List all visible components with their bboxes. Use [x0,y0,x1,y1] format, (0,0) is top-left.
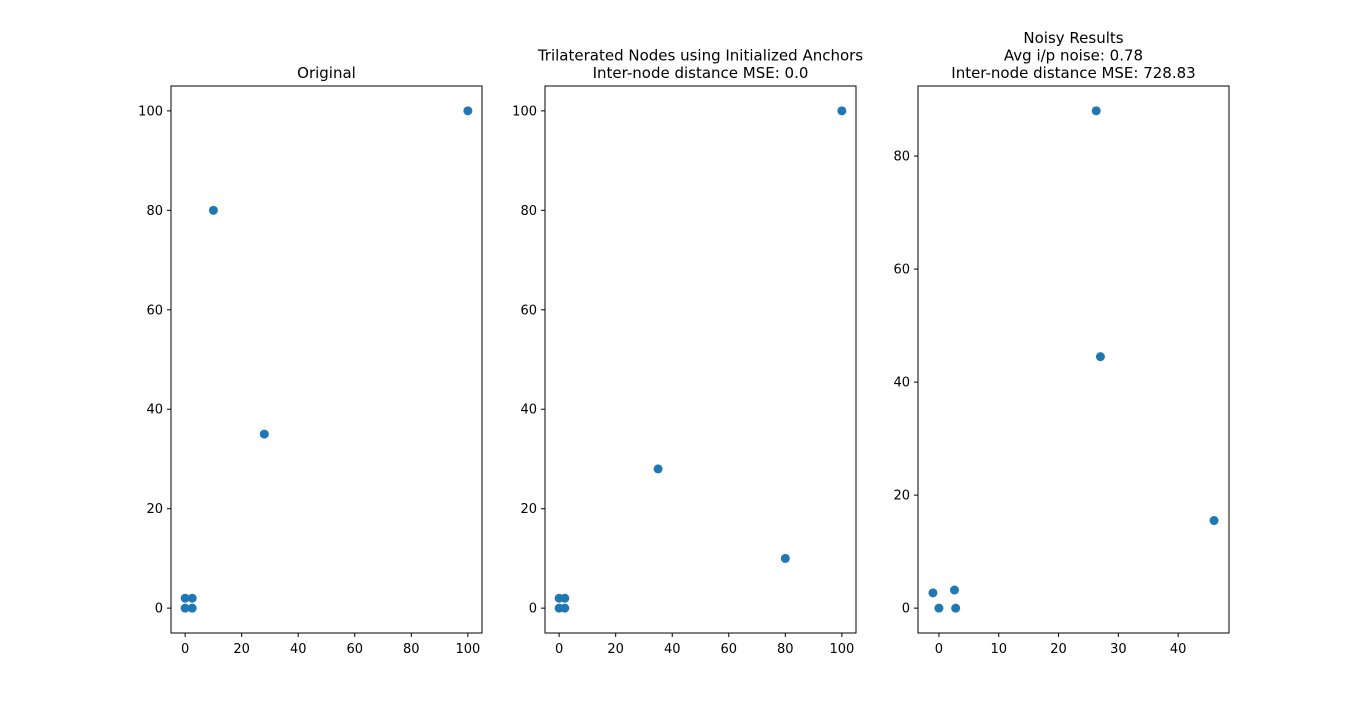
y-tick-label: 60 [893,263,910,278]
data-point [259,429,269,439]
y-tick-label: 20 [893,489,910,504]
y-tick-label: 0 [155,602,163,617]
x-tick-label: 20 [233,642,250,657]
data-point [949,585,959,595]
data-point [653,464,663,474]
chart-title-line: Inter-node distance MSE: 728.83 [951,64,1195,82]
y-tick-label: 80 [893,150,910,165]
x-tick-label: 80 [403,642,420,657]
data-point [1095,352,1105,362]
data-point [560,593,570,603]
y-tick-label: 100 [512,104,537,119]
data-point [780,553,790,563]
data-point [934,603,944,613]
y-tick-label: 20 [146,502,163,517]
x-tick-label: 0 [181,642,189,657]
y-tick-label: 60 [146,303,163,318]
data-point [187,593,197,603]
data-point [463,106,473,116]
x-tick-label: 40 [664,642,681,657]
x-tick-label: 100 [455,642,480,657]
x-tick-label: 80 [777,642,794,657]
data-point [928,588,938,598]
y-tick-label: 20 [520,502,537,517]
x-tick-label: 60 [346,642,363,657]
x-tick-label: 20 [1050,642,1067,657]
x-tick-label: 40 [290,642,307,657]
y-tick-label: 100 [138,104,163,119]
chart-panel-1: Original 0 20 40 60 80 100 0 20 40 60 80 100 [138,64,483,657]
x-tick-label: 10 [990,642,1007,657]
y-tick-label: 0 [902,602,910,617]
data-point [1209,516,1219,526]
y-tick-label: 40 [520,403,537,418]
x-tick-label: 30 [1110,642,1127,657]
data-point [1091,106,1101,116]
x-tick-label: 20 [607,642,624,657]
y-tick-label: 40 [893,376,910,391]
chart-title-line: Trilaterated Nodes using Initialized Anc… [537,47,863,65]
data-point [951,603,961,613]
data-point [180,593,190,603]
chart-panel-2: Trilaterated Nodes using Initialized Anc… [512,47,863,658]
y-tick-label: 80 [520,204,537,219]
y-tick-label: 80 [146,204,163,219]
chart-title-line: Inter-node distance MSE: 0.0 [593,64,809,82]
axes-frame [544,85,857,634]
data-point [208,205,218,215]
x-tick-label: 0 [935,642,943,657]
chart-title-line: Avg i/p noise: 0.78 [1004,47,1143,65]
data-point [180,603,190,613]
axes-frame [170,85,483,634]
data-point [837,106,847,116]
x-tick-label: 100 [829,642,854,657]
axes-frame [917,85,1230,634]
chart-title-line: Noisy Results [1023,29,1123,47]
y-tick-label: 60 [520,303,537,318]
x-tick-label: 40 [1170,642,1187,657]
chart-title-line: Original [297,64,356,82]
x-tick-label: 0 [555,642,563,657]
data-point [187,603,197,613]
data-point [560,603,570,613]
y-tick-label: 40 [146,403,163,418]
x-tick-label: 60 [720,642,737,657]
y-tick-label: 0 [529,602,537,617]
